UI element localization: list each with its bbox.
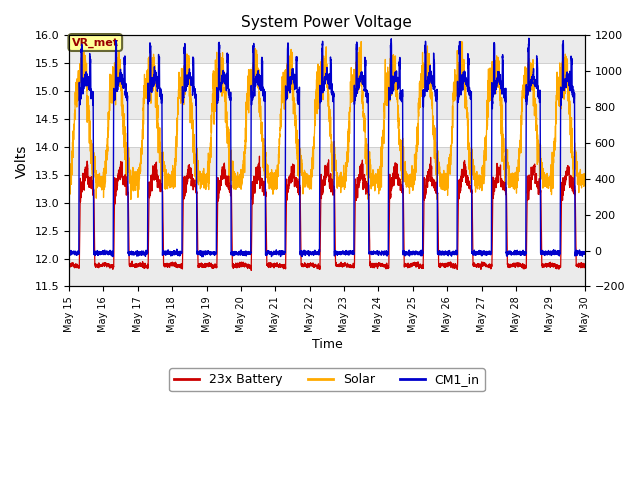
Bar — [69, 147, 585, 175]
Bar — [69, 259, 585, 287]
Text: VR_met: VR_met — [72, 37, 119, 48]
Bar — [69, 203, 585, 231]
Title: System Power Voltage: System Power Voltage — [241, 15, 412, 30]
Legend: 23x Battery, Solar, CM1_in: 23x Battery, Solar, CM1_in — [169, 368, 484, 391]
X-axis label: Time: Time — [312, 337, 342, 350]
Y-axis label: Volts: Volts — [15, 144, 29, 178]
Bar — [69, 91, 585, 119]
Bar — [69, 36, 585, 63]
